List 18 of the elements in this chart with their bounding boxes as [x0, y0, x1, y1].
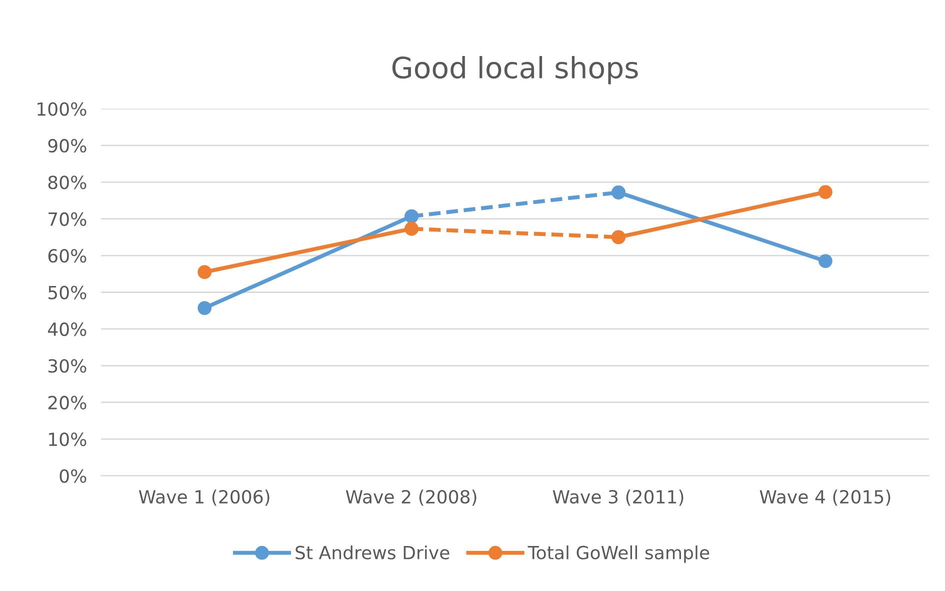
y-tick-label: 100%: [38, 102, 86, 116]
y-tick-label: 70%: [48, 212, 86, 226]
x-tick-label: Wave 2 (2008): [346, 490, 476, 506]
y-tick-label: 0%: [60, 469, 86, 483]
x-tick-label: Wave 1 (2006): [138, 490, 270, 506]
y-tick-label: 30%: [48, 359, 86, 373]
y-tick-label: 20%: [48, 396, 86, 410]
legend-label: Total GoWell sample: [528, 545, 710, 563]
chart-title: Good local shops: [392, 56, 638, 84]
y-tick-label: 50%: [48, 286, 86, 300]
y-tick-label: 90%: [48, 138, 86, 153]
y-tick-label: 80%: [48, 176, 86, 190]
legend-label: St Andrews Drive: [296, 545, 450, 560]
x-tick-label: Wave 3 (2011): [552, 490, 684, 506]
y-tick-label: 40%: [48, 322, 86, 336]
x-tick-label: Wave 4 (2015): [760, 490, 890, 506]
y-tick-label: 10%: [49, 432, 86, 446]
y-tick-label: 60%: [48, 249, 86, 263]
